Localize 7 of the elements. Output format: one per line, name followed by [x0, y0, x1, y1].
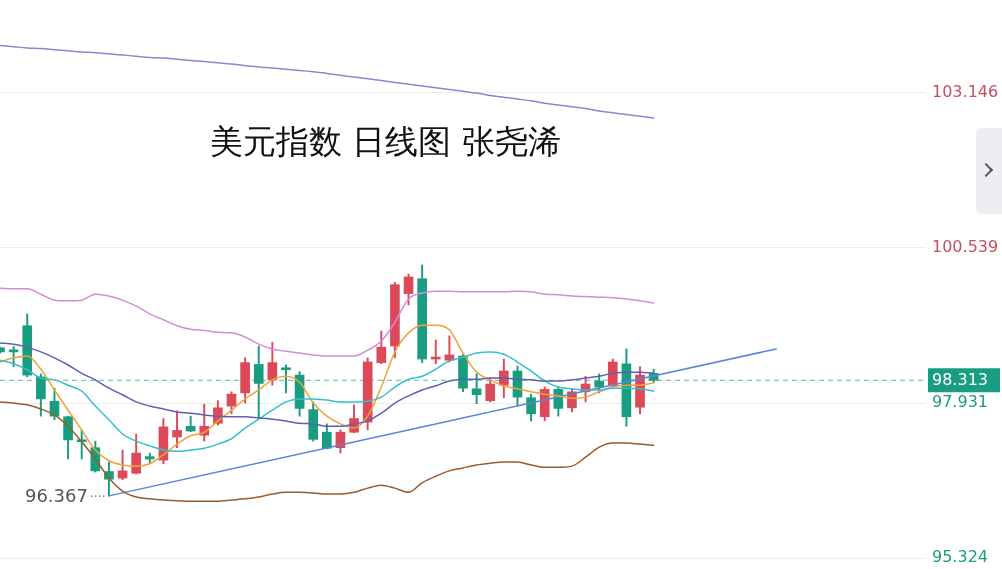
- text: 美元指数 日线图 张尧浠: [210, 121, 561, 163]
- y-tick-label: 103.146: [932, 81, 999, 101]
- y-tick-label: 95.324: [932, 547, 988, 567]
- y-tick-label: 97.931: [932, 392, 988, 412]
- y-tick-label: 100.539: [932, 237, 999, 257]
- annotation: 96.367: [24, 484, 88, 506]
- ref-line-label: 98.313: [932, 370, 988, 390]
